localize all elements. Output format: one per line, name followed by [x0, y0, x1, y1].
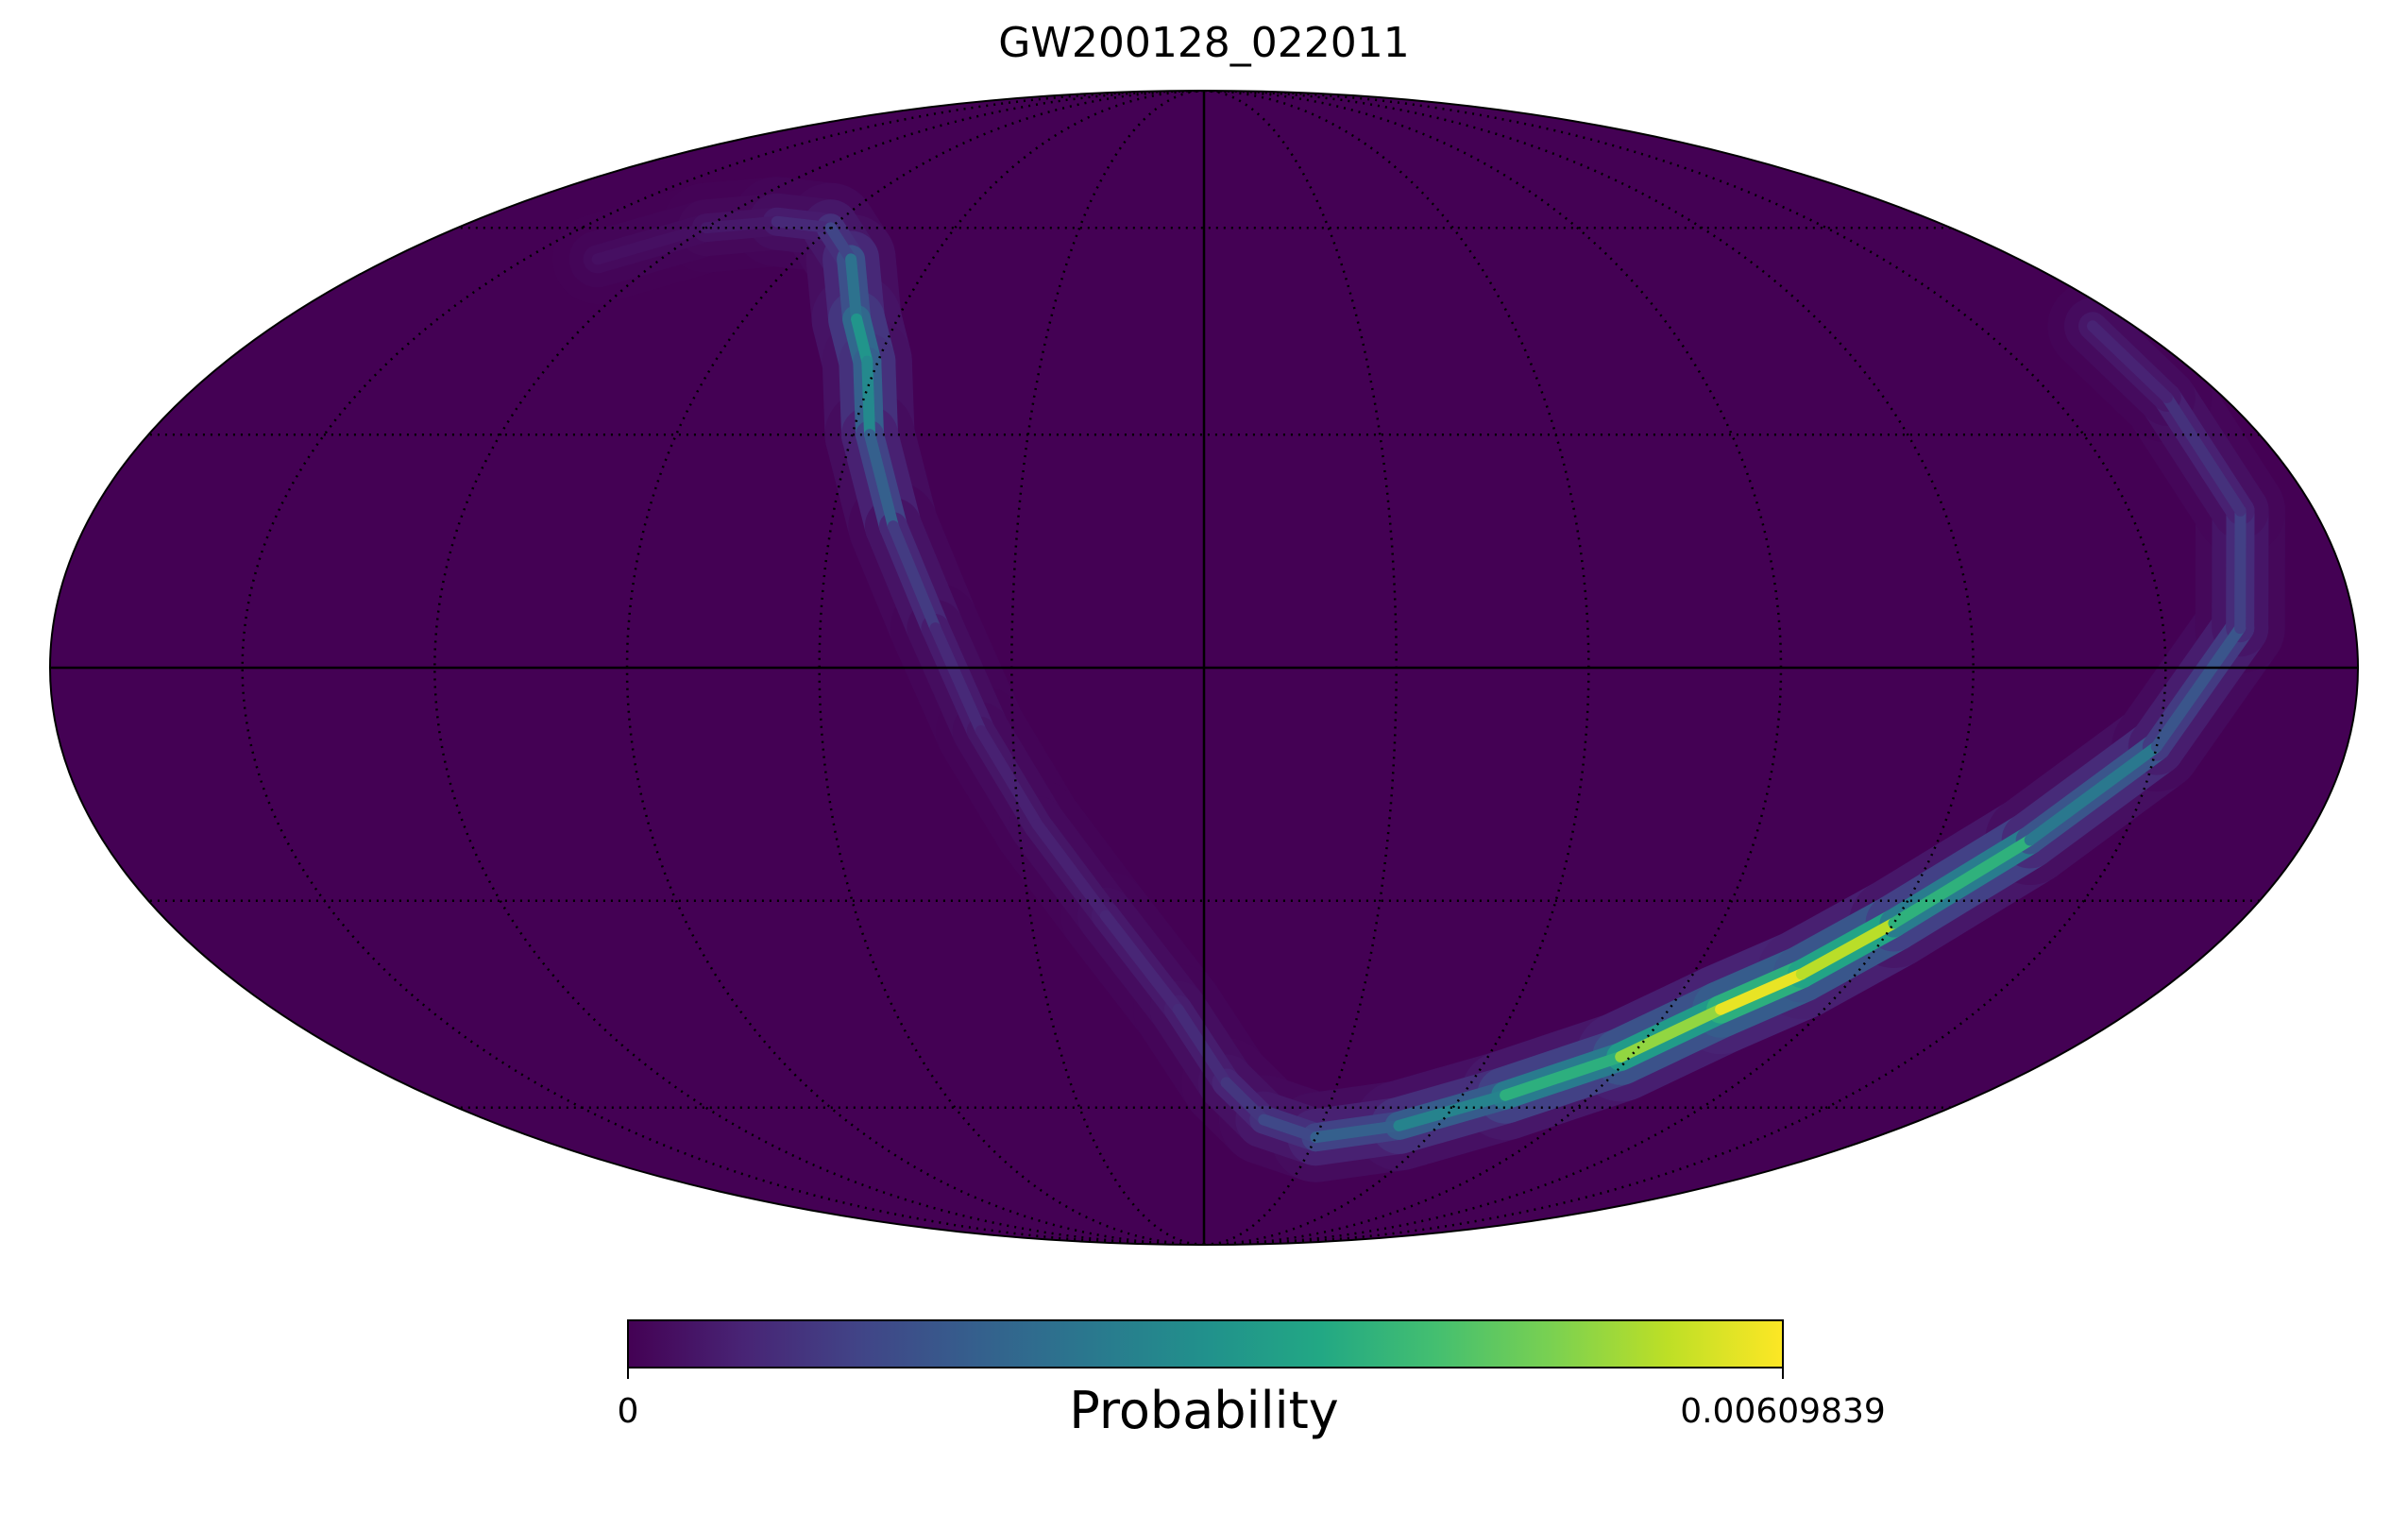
probability-band-segment — [861, 355, 875, 441]
probability-band-segment — [2087, 320, 2173, 403]
probability-band-segment — [929, 622, 987, 737]
colorbar-max-label: 0.00609839 — [1680, 1392, 1886, 1431]
graticule-meridian — [1203, 91, 2167, 1245]
graticule — [50, 91, 2358, 1245]
probability-band-segment — [1172, 1003, 1232, 1089]
graticule-meridian — [433, 91, 1205, 1245]
probability-band-segment — [1099, 910, 1184, 1015]
colorbar: 0 0.00609839 Probability — [618, 1319, 1886, 1440]
probability-band-segment — [864, 429, 899, 533]
graticule-meridian — [1203, 91, 1975, 1245]
probability-band-segment — [845, 253, 863, 325]
probability-band-segment — [2161, 391, 2247, 517]
probability-band-segment — [1795, 917, 1900, 980]
sky-map — [49, 90, 2359, 1246]
colorbar-gradient — [627, 1319, 1784, 1368]
probability-band-segment — [771, 215, 837, 234]
graticule-meridian — [1203, 91, 1783, 1245]
probability-band-segment — [887, 520, 941, 635]
probability-band-segment — [851, 313, 873, 367]
chart-title: GW200128_022011 — [998, 19, 1410, 67]
probability-band-segment — [1715, 968, 1807, 1015]
graticule-meridian — [625, 91, 1205, 1245]
probability-band-segment — [1615, 1003, 1727, 1062]
probability-band-segment — [1258, 1114, 1322, 1144]
probability-band-segment — [591, 222, 712, 265]
sky-map-outline — [49, 90, 2359, 1246]
probability-band-segment — [1500, 1050, 1627, 1101]
probability-band-segment — [975, 724, 1043, 831]
probability-band-segment — [1888, 834, 2036, 929]
probability-band-segment — [824, 222, 857, 265]
colorbar-min-label: 0 — [618, 1392, 639, 1431]
probability-band-segment — [1310, 1119, 1405, 1144]
colorbar-label: Probability — [1069, 1381, 1338, 1440]
probability-band — [552, 177, 2285, 1182]
probability-band-segment — [1031, 819, 1111, 922]
probability-band-segment — [2024, 740, 2162, 846]
probability-band-segment — [1220, 1077, 1270, 1126]
probability-band-segment — [1393, 1089, 1512, 1131]
probability-band-segment — [2150, 622, 2247, 753]
